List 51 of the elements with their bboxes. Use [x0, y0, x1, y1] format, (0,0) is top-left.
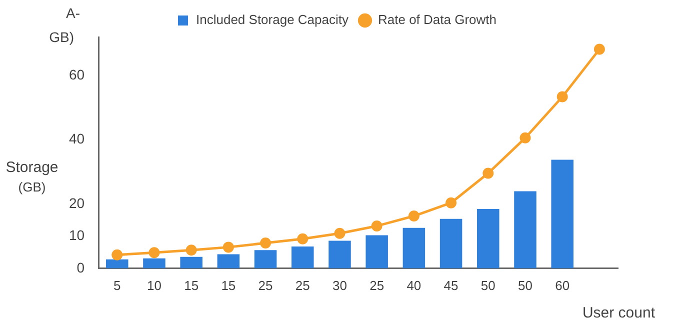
x-tick-label: 15: [184, 278, 199, 293]
point: [334, 228, 346, 239]
point: [260, 238, 272, 249]
bar: [366, 235, 388, 268]
bar: [106, 259, 128, 268]
point: [297, 233, 308, 244]
x-tick-label: 40: [406, 278, 422, 293]
point: [408, 210, 420, 222]
point: [186, 244, 197, 256]
point: [371, 220, 382, 232]
bar: [477, 208, 500, 268]
point: [482, 168, 494, 179]
bar: [292, 246, 314, 268]
point: [222, 242, 234, 253]
bar: [143, 258, 166, 268]
legend-label: Included Storage Capacity: [196, 12, 349, 28]
text: GB): [49, 28, 74, 45]
bar: [328, 240, 351, 268]
point: [148, 247, 160, 258]
y-tick-label: 0: [76, 259, 85, 276]
point: [594, 44, 605, 55]
x-tick-label: 25: [370, 278, 384, 293]
bar: [402, 228, 426, 268]
y-tick-label: 60: [68, 66, 85, 82]
bar: [217, 254, 240, 268]
point: [556, 91, 568, 102]
x-tick-label: 60: [555, 278, 570, 293]
legend-label: Rate of Data Growth: [378, 12, 496, 28]
x-tick-label: 45: [444, 278, 458, 293]
x-tick-label: 30: [332, 278, 347, 293]
point: [112, 249, 123, 260]
y-axis-title: Storage (GB): [6, 158, 58, 194]
bar: [514, 191, 536, 268]
x-tick-label: 25: [295, 278, 310, 293]
x-tick-label: 50: [480, 278, 496, 293]
y-tick-label: 20: [68, 194, 85, 211]
point: [520, 132, 531, 144]
y-tick-label: 10: [68, 227, 85, 244]
x-axis-title: User count: [582, 304, 656, 322]
x-tick-label: 10: [146, 278, 162, 293]
point: [446, 197, 457, 208]
x-tick-label: 50: [518, 278, 532, 293]
y-tick-label: 40: [68, 130, 85, 147]
x-tick-label: 15: [221, 278, 236, 293]
x-tick-label: 25: [258, 278, 273, 293]
bar: [180, 256, 202, 268]
x-tick-label: 5: [114, 278, 121, 293]
bar: [254, 250, 277, 268]
bar: [440, 218, 462, 268]
text: A-: [66, 4, 80, 21]
bar: [551, 160, 574, 268]
